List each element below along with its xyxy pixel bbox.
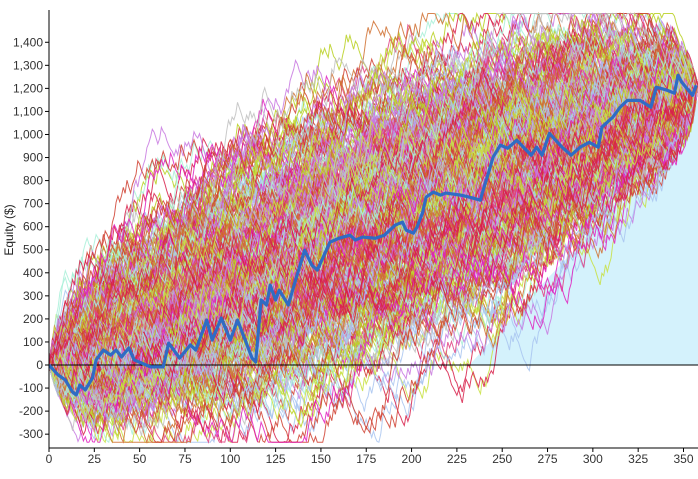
- x-axis-ticks: 0 25 50 75 100 125 150 175 200 225 250 275 300 325 350: [46, 448, 694, 466]
- x-tick-label: 250: [492, 452, 512, 466]
- highlighted-equity-curve: [49, 73, 698, 397]
- x-tick-label: 350: [673, 452, 693, 466]
- x-tick-label: 50: [133, 452, 147, 466]
- y-axis-ticks: -300 -200 -100 0 100 200 300 400 500 600 700 800 900…: [13, 35, 49, 441]
- x-tick-label: 25: [88, 452, 102, 466]
- simulated-curve: [49, 58, 698, 379]
- simulated-curve: [49, 48, 698, 430]
- y-tick-label: 700: [23, 197, 43, 211]
- y-tick-label: 400: [23, 266, 43, 280]
- simulated-curve: [49, 66, 698, 392]
- y-tick-label: -300: [19, 427, 43, 441]
- y-tick-label: -200: [19, 404, 43, 418]
- x-tick-label: 275: [538, 452, 558, 466]
- simulated-curve: [49, 12, 698, 404]
- y-tick-label: 1,000: [13, 127, 43, 141]
- y-tick-label: -100: [19, 381, 43, 395]
- y-tick-label: 200: [23, 312, 43, 326]
- y-tick-label: 500: [23, 243, 43, 257]
- x-tick-label: 300: [583, 452, 603, 466]
- y-tick-label: 100: [23, 335, 43, 349]
- highlighted-equity-curve-layer: [49, 73, 698, 397]
- simulated-curve: [49, 85, 698, 443]
- y-tick-label: 1,200: [13, 81, 43, 95]
- simulated-curve: [49, 66, 698, 443]
- simulated-curve: [49, 85, 698, 402]
- x-tick-label: 100: [220, 452, 240, 466]
- x-tick-label: 175: [356, 452, 376, 466]
- x-tick-label: 200: [402, 452, 422, 466]
- y-tick-label: 600: [23, 220, 43, 234]
- simulated-curve: [49, 78, 698, 385]
- y-tick-label: 1,400: [13, 35, 43, 49]
- simulated-curve: [49, 71, 698, 393]
- simulated-curve: [49, 85, 698, 400]
- x-tick-label: 0: [46, 452, 53, 466]
- simulated-curve: [49, 81, 698, 393]
- y-tick-label: 1,100: [13, 104, 43, 118]
- simulated-curve: [49, 80, 698, 366]
- y-tick-label: 0: [36, 358, 43, 372]
- y-tick-label: 300: [23, 289, 43, 303]
- simulated-curve: [49, 72, 698, 366]
- x-tick-label: 150: [311, 452, 331, 466]
- y-tick-label: 900: [23, 151, 43, 165]
- simulated-equity-curves: [49, 11, 698, 444]
- shaded-region: [469, 99, 698, 366]
- x-tick-label: 125: [266, 452, 286, 466]
- x-tick-label: 225: [447, 452, 467, 466]
- x-tick-label: 75: [178, 452, 192, 466]
- y-axis-title: Equity ($): [2, 204, 16, 255]
- simulated-curve: [49, 85, 698, 437]
- shaded-area: [469, 99, 698, 366]
- x-tick-label: 325: [628, 452, 648, 466]
- simulated-curve: [49, 60, 698, 382]
- simulated-curve: [49, 40, 698, 417]
- simulated-curve: [49, 55, 698, 377]
- y-tick-label: 1,300: [13, 58, 43, 72]
- y-tick-label: 800: [23, 174, 43, 188]
- simulated-curve: [49, 11, 698, 395]
